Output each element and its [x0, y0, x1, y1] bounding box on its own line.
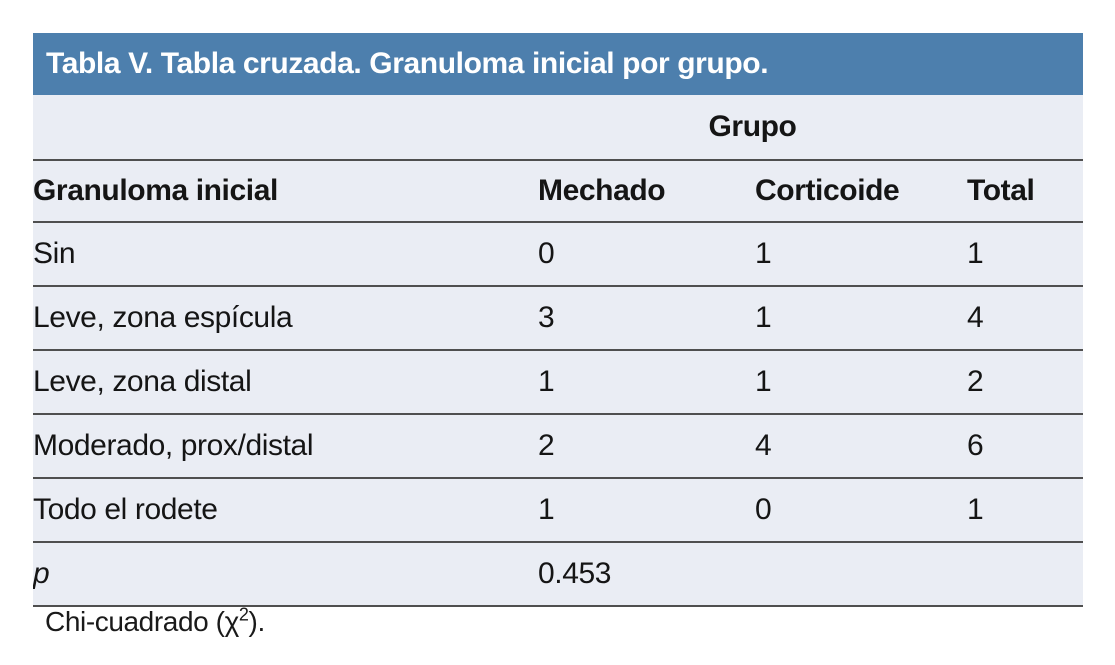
row-label: Moderado, prox/distal [33, 429, 314, 462]
row-label: Todo el rodete [33, 493, 218, 526]
group-header-row: Grupo [33, 95, 1083, 160]
footnote-text-end: ). [248, 606, 266, 637]
row-label: Leve, zona distal [33, 365, 252, 398]
cell-corticoide: 1 [755, 301, 772, 334]
footnote-superscript: 2 [238, 604, 249, 625]
column-header-corticoide: Corticoide [755, 174, 900, 207]
cell-total: 4 [967, 301, 984, 334]
empty-cell [755, 542, 967, 606]
table-title-bar: Tabla V. Tabla cruzada. Granuloma inicia… [33, 33, 1083, 95]
table-row: Moderado, prox/distal 2 4 6 [33, 414, 1083, 478]
cell-mechado: 1 [538, 493, 555, 526]
group-header-spacer [33, 95, 538, 160]
column-header-total: Total [967, 174, 1035, 207]
cell-total: 1 [967, 493, 984, 526]
cross-table: Grupo Granuloma inicial Mechado Corticoi… [33, 95, 1083, 607]
empty-cell [967, 542, 1083, 606]
cell-corticoide: 0 [755, 493, 772, 526]
row-label: Leve, zona espícula [33, 301, 293, 334]
column-header-label: Granuloma inicial [33, 174, 278, 207]
footnote-text: Chi-cuadrado (χ [45, 606, 239, 637]
cell-total: 1 [967, 237, 984, 270]
table-card: Tabla V. Tabla cruzada. Granuloma inicia… [33, 33, 1083, 607]
p-value-row: p 0.453 [33, 542, 1083, 606]
cell-total: 6 [967, 429, 984, 462]
cell-mechado: 0 [538, 237, 555, 270]
table-row: Leve, zona distal 1 1 2 [33, 350, 1083, 414]
cell-mechado: 1 [538, 365, 555, 398]
group-header-cell: Grupo [708, 110, 797, 143]
cell-corticoide: 1 [755, 365, 772, 398]
table-footnote: Chi-cuadrado (χ2). [45, 606, 265, 638]
cell-mechado: 2 [538, 429, 555, 462]
cell-corticoide: 4 [755, 429, 772, 462]
group-header-spacer [967, 95, 1083, 160]
row-label: Sin [33, 237, 76, 270]
cell-total: 2 [967, 365, 984, 398]
column-header-row: Granuloma inicial Mechado Corticoide Tot… [33, 160, 1083, 222]
p-label: p [33, 557, 50, 590]
column-header-mechado: Mechado [538, 174, 666, 207]
table-row: Sin 0 1 1 [33, 222, 1083, 286]
p-value: 0.453 [538, 557, 612, 590]
table-row: Todo el rodete 1 0 1 [33, 478, 1083, 542]
table-title: Tabla V. Tabla cruzada. Granuloma inicia… [46, 47, 769, 80]
cell-mechado: 3 [538, 301, 555, 334]
table-row: Leve, zona espícula 3 1 4 [33, 286, 1083, 350]
cell-corticoide: 1 [755, 237, 772, 270]
